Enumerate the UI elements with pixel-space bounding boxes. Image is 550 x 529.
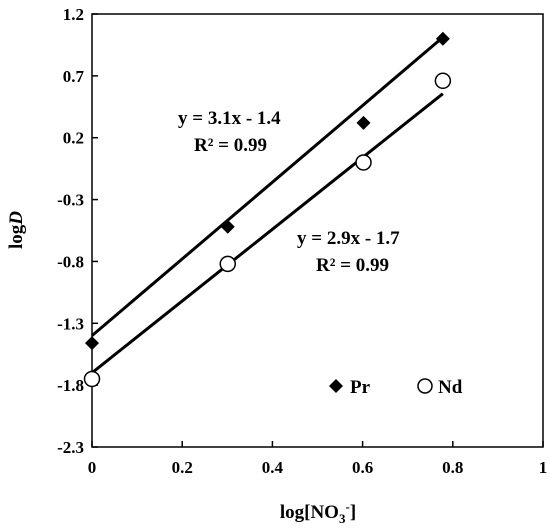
x-axis-title-sub: 3 bbox=[339, 511, 346, 526]
legend-nd-label: Nd bbox=[438, 377, 463, 398]
y-tick-label: 0.7 bbox=[63, 67, 85, 86]
x-tick-label: 0.8 bbox=[442, 458, 463, 477]
legend: Pr Nd bbox=[329, 377, 463, 398]
nd-fit-r2: R² = 0.99 bbox=[316, 255, 389, 276]
x-tick-label: 0.2 bbox=[172, 458, 193, 477]
y-tick-label: 0.2 bbox=[63, 129, 84, 148]
y-tick-label: -0.3 bbox=[57, 191, 84, 210]
plot-frame bbox=[91, 13, 544, 448]
y-tick-label: -0.8 bbox=[57, 252, 84, 271]
pr-data-point bbox=[85, 336, 99, 351]
y-axis-title: logD bbox=[6, 211, 27, 249]
y-axis-title-plain: log bbox=[6, 224, 27, 249]
y-tick-label: -1.3 bbox=[57, 314, 84, 333]
x-axis-title: log[NO3-] bbox=[280, 499, 356, 526]
nd-data-point bbox=[83, 370, 101, 388]
y-tick-label: 1.2 bbox=[63, 5, 84, 24]
y-tick-label: -2.3 bbox=[57, 438, 84, 457]
nd-data-point bbox=[219, 255, 237, 273]
legend-pr-label: Pr bbox=[350, 377, 371, 398]
y-axis-title-italic: D bbox=[6, 211, 27, 226]
pr-data-point bbox=[220, 219, 235, 234]
nd-trendline bbox=[91, 92, 444, 374]
nd-fit-equation: y = 2.9x - 1.7 bbox=[297, 228, 400, 249]
x-axis-title-sup: - bbox=[345, 499, 349, 514]
pr-data-point bbox=[356, 115, 371, 130]
x-tick-label: 0.6 bbox=[352, 458, 373, 477]
pr-fit-r2: R² = 0.99 bbox=[194, 135, 267, 156]
y-tick-label: -1.8 bbox=[57, 376, 84, 395]
x-tick-label: 1 bbox=[539, 458, 548, 477]
x-tick-label: 0.4 bbox=[262, 458, 284, 477]
x-axis-title-suffix: ] bbox=[350, 502, 356, 523]
pr-trendline bbox=[91, 36, 444, 337]
pr-data-point bbox=[435, 31, 450, 46]
nd-data-point bbox=[355, 154, 372, 171]
nd-data-point bbox=[434, 72, 452, 90]
legend-nd-marker bbox=[417, 378, 433, 394]
x-axis-title-prefix: log[NO bbox=[280, 502, 339, 523]
legend-pr-marker bbox=[329, 379, 343, 393]
x-tick-label: 0 bbox=[88, 458, 97, 477]
pr-fit-equation: y = 3.1x - 1.4 bbox=[178, 108, 281, 129]
